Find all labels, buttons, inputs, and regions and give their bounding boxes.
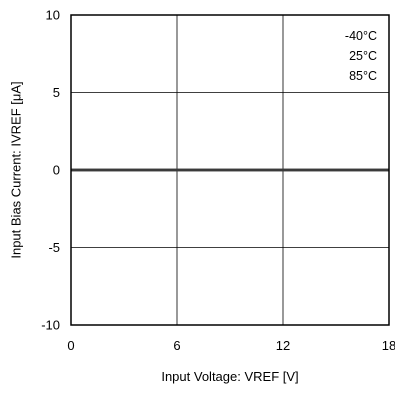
legend-entry-2: 85°C xyxy=(349,69,377,83)
legend-entry-0: -40°C xyxy=(345,29,377,43)
y-tick-label-3: 5 xyxy=(53,85,60,100)
x-tick-label-3: 18 xyxy=(382,338,395,353)
plot-frame xyxy=(70,14,390,326)
x-tick-label-1: 6 xyxy=(173,338,180,353)
y-tick-label-2: 0 xyxy=(53,163,60,178)
y-tick-label-1: -5 xyxy=(48,240,60,255)
y-axis-label: Input Bias Current: IVREF [μA] xyxy=(8,81,23,258)
y-tick-labels: -10 -5 0 5 10 xyxy=(41,8,60,333)
x-tick-labels: 0 6 12 18 xyxy=(67,338,395,353)
x-axis-label: Input Voltage: VREF [V] xyxy=(161,369,298,384)
legend-entry-1: 25°C xyxy=(349,49,377,63)
legend: -40°C 25°C 85°C xyxy=(345,29,377,83)
x-tick-label-2: 12 xyxy=(276,338,290,353)
x-tick-label-0: 0 xyxy=(67,338,74,353)
y-tick-label-4: 10 xyxy=(46,8,60,23)
y-tick-label-0: -10 xyxy=(41,318,60,333)
